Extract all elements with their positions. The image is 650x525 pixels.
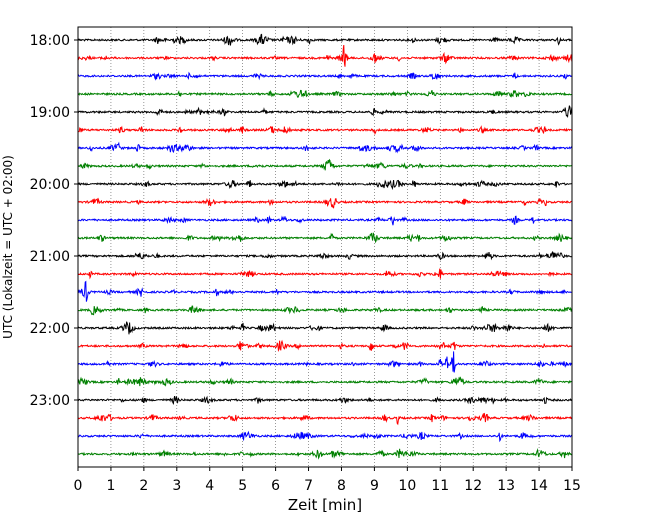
x-tick-label: 2 — [139, 478, 148, 494]
x-tick-label: 11 — [431, 478, 449, 494]
seismic-trace — [77, 251, 573, 261]
y-tick-label: 20:00 — [30, 177, 70, 193]
x-tick-label: 9 — [370, 478, 379, 494]
x-tick-label: 10 — [398, 478, 416, 494]
x-tick-label: 4 — [205, 478, 214, 494]
y-tick-label: 18:00 — [30, 33, 70, 49]
grid-lines — [110, 27, 540, 467]
y-axis-ticks: 18:00 19:00 20:00 21:00 22:00 23:00 — [30, 33, 78, 409]
seismic-trace — [77, 339, 573, 352]
seismic-trace — [77, 395, 573, 406]
seismic-trace — [77, 125, 573, 136]
seismic-trace — [77, 321, 573, 335]
seismic-trace — [77, 197, 572, 209]
x-tick-label: 3 — [172, 478, 181, 494]
y-tick-label: 23:00 — [30, 393, 70, 409]
seismic-trace — [77, 376, 572, 387]
y-tick-label: 22:00 — [30, 321, 70, 337]
x-tick-label: 7 — [304, 478, 313, 494]
x-tick-label: 5 — [238, 478, 247, 494]
y-tick-label: 21:00 — [30, 249, 70, 265]
seismic-trace — [77, 89, 572, 98]
seismic-trace — [77, 412, 573, 426]
y-tick-label: 19:00 — [30, 105, 70, 121]
x-tick-label: 13 — [497, 478, 515, 494]
seismic-trace — [77, 44, 573, 67]
seismic-trace — [77, 280, 572, 302]
seismic-trace — [77, 158, 573, 171]
x-tick-label: 1 — [106, 478, 115, 494]
seismic-trace — [77, 448, 573, 460]
seismic-trace — [77, 351, 573, 373]
seismic-trace — [77, 179, 573, 191]
plot-frame — [77, 26, 573, 468]
x-tick-label: 0 — [74, 478, 83, 494]
x-tick-label: 14 — [530, 478, 548, 494]
seismic-trace — [77, 71, 573, 81]
x-tick-label: 6 — [271, 478, 280, 494]
x-tick-label: 15 — [563, 478, 581, 494]
x-axis-ticks: 0 1 2 3 4 5 6 7 8 9 10 11 12 13 14 15 — [74, 467, 581, 494]
traces — [77, 33, 573, 460]
seismic-trace — [77, 232, 573, 244]
x-tick-label: 8 — [337, 478, 346, 494]
x-axis-label: Zeit [min] — [288, 496, 362, 514]
x-tick-label: 12 — [464, 478, 482, 494]
seismic-trace — [77, 268, 572, 280]
seismic-trace — [77, 105, 573, 118]
seismic-trace — [77, 215, 573, 226]
seismic-trace — [77, 430, 573, 443]
seismic-trace — [77, 33, 573, 46]
seismic-trace — [77, 141, 573, 154]
seismic-trace — [77, 305, 573, 316]
y-axis-label: UTC (Lokalzeit = UTC + 02:00) — [1, 155, 15, 339]
